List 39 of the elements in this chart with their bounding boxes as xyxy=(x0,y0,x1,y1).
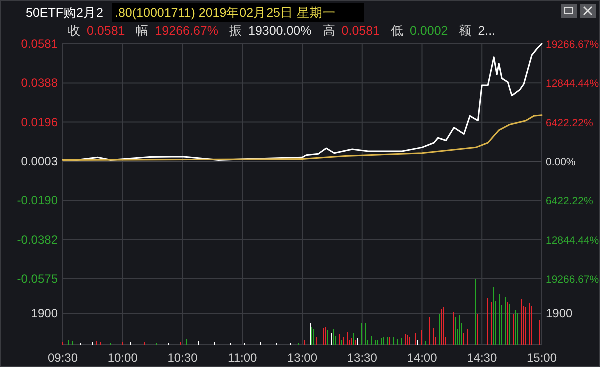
text: 振 xyxy=(230,24,242,38)
x-tick-label: 13:30 xyxy=(347,351,378,365)
y-tick-label: 1900 xyxy=(31,306,58,321)
text: 额 xyxy=(459,24,472,38)
text: 19266.67% xyxy=(155,24,218,38)
y2-tick-label: 6422.22% xyxy=(546,196,594,208)
text: 高 xyxy=(322,23,336,38)
text: 2... xyxy=(478,24,496,38)
x-tick-label: 14:30 xyxy=(467,351,498,365)
y-tick-label: 0.0003 xyxy=(21,154,58,168)
y-tick-label: 1900 xyxy=(546,306,574,321)
y2-tick-label: 19266.67% xyxy=(546,39,600,51)
y-tick-label: -0.0190 xyxy=(17,194,58,208)
x-tick-label: 13:00 xyxy=(287,351,318,365)
text: 低 xyxy=(391,24,404,38)
x-tick-label: 14:00 xyxy=(407,351,438,365)
y-tick-label: 0.0388 xyxy=(21,76,58,90)
y-tick-label: -0.0382 xyxy=(17,232,58,247)
text: 0.0581 xyxy=(87,24,126,38)
x-tick-label: 09:30 xyxy=(48,351,78,365)
text: 幅 xyxy=(136,24,150,38)
text: 0.0581 xyxy=(342,24,380,38)
text: 0.0002 xyxy=(410,24,448,38)
x-tick-label: 11:00 xyxy=(228,351,258,365)
text: 19300.00% xyxy=(248,24,312,38)
y2-tick-label: 12844.44% xyxy=(546,234,600,247)
chart-title: 50ETF购2月2 xyxy=(26,6,104,20)
y-tick-label: -0.0575 xyxy=(17,272,58,286)
x-tick-label: 15:00 xyxy=(526,351,558,365)
y-tick-label: 0.0581 xyxy=(21,37,58,51)
y2-tick-label: 0.00% xyxy=(546,156,576,168)
x-tick-label: 10:30 xyxy=(168,351,198,365)
x-tick-label: 10:00 xyxy=(108,351,138,365)
y-tick-label: 0.0196 xyxy=(21,115,58,130)
chart-subtitle: .80(10001711) 2019年02月25日 星期一 xyxy=(115,6,336,20)
text: 收 xyxy=(68,24,81,38)
y2-tick-label: 12844.44% xyxy=(546,78,600,90)
y2-tick-label: 19266.67% xyxy=(546,274,600,286)
y2-tick-label: 6422.22% xyxy=(546,117,594,130)
